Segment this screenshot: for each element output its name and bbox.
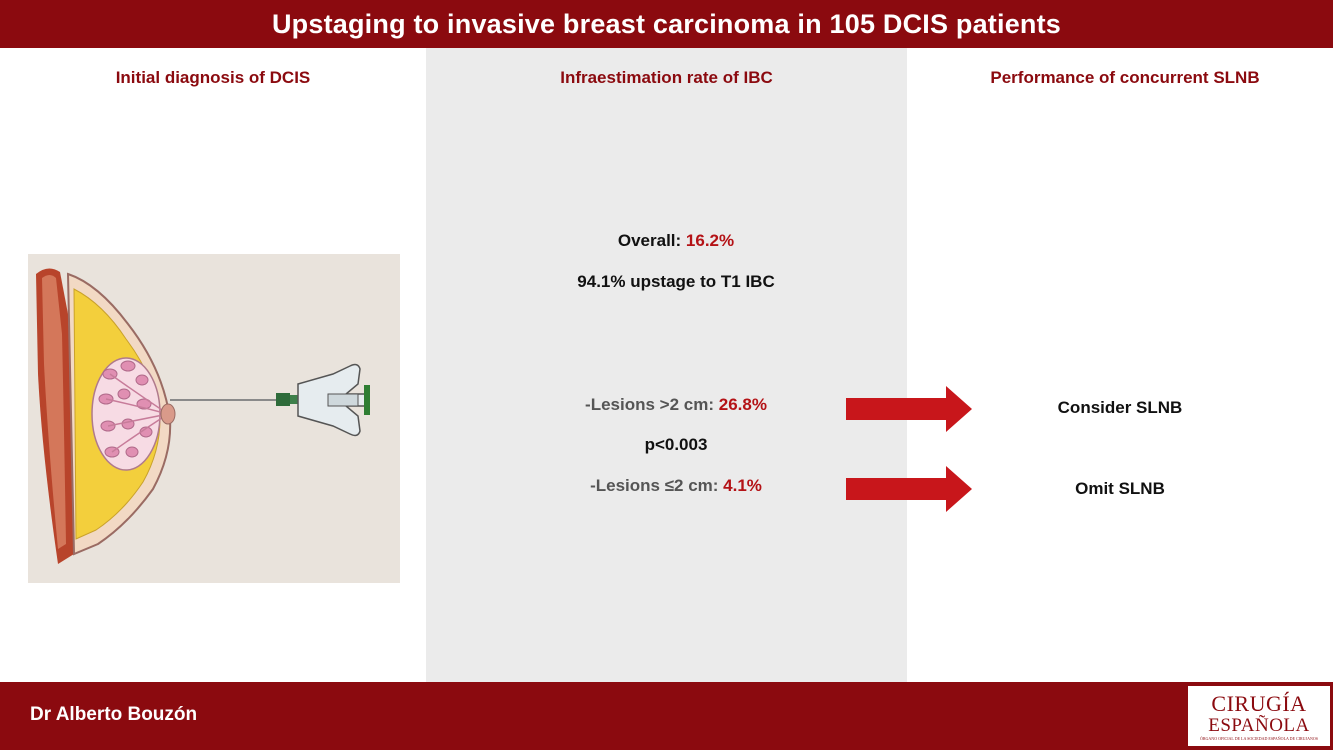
breast-biopsy-icon (36, 268, 370, 564)
logo-line1: CIRUGÍA (1211, 691, 1307, 716)
large-lesions-label: -Lesions >2 cm: (585, 395, 719, 414)
overall-value: 16.2% (685, 231, 735, 250)
logo-line2: ESPAÑOLA (1208, 715, 1310, 736)
right-arrow-icon (846, 386, 972, 432)
outcome-consider-slnb: Consider SLNB (1057, 398, 1183, 417)
overall-label: Overall: (617, 231, 686, 250)
left-column-heading: Initial diagnosis of DCIS (115, 68, 311, 87)
outcome-omit-slnb: Omit SLNB (1075, 479, 1165, 498)
footer-bar (0, 682, 1333, 750)
small-lesions-value: 4.1% (723, 476, 762, 495)
breast-biopsy-illustration (28, 254, 400, 583)
small-lesions-label: -Lesions ≤2 cm: (590, 476, 724, 495)
title-banner: Upstaging to invasive breast carcinoma i… (0, 0, 1333, 48)
page-title: Upstaging to invasive breast carcinoma i… (271, 8, 1062, 39)
overall-rate: Overall: 16.2% (426, 231, 926, 251)
author-name: Dr Alberto Bouzón (30, 704, 198, 725)
small-lesions-rate: -Lesions ≤2 cm: 4.1% (426, 476, 926, 496)
p-value: p<0.003 (644, 435, 708, 454)
middle-column-heading: Infraestimation rate of IBC (560, 68, 773, 87)
t1-upstage-text: 94.1% upstage to T1 IBC (577, 272, 775, 291)
journal-logo: CIRUGÍA ESPAÑOLA ÓRGANO OFICIAL DE LA SO… (1187, 685, 1331, 747)
right-column-heading: Performance of concurrent SLNB (990, 68, 1260, 87)
large-lesions-value: 26.8% (718, 395, 767, 414)
logo-line3: ÓRGANO OFICIAL DE LA SOCIEDAD ESPAÑOLA D… (1199, 736, 1319, 741)
right-arrow-icon (846, 466, 972, 512)
middle-panel (426, 48, 907, 682)
large-lesions-rate: -Lesions >2 cm: 26.8% (426, 395, 926, 415)
